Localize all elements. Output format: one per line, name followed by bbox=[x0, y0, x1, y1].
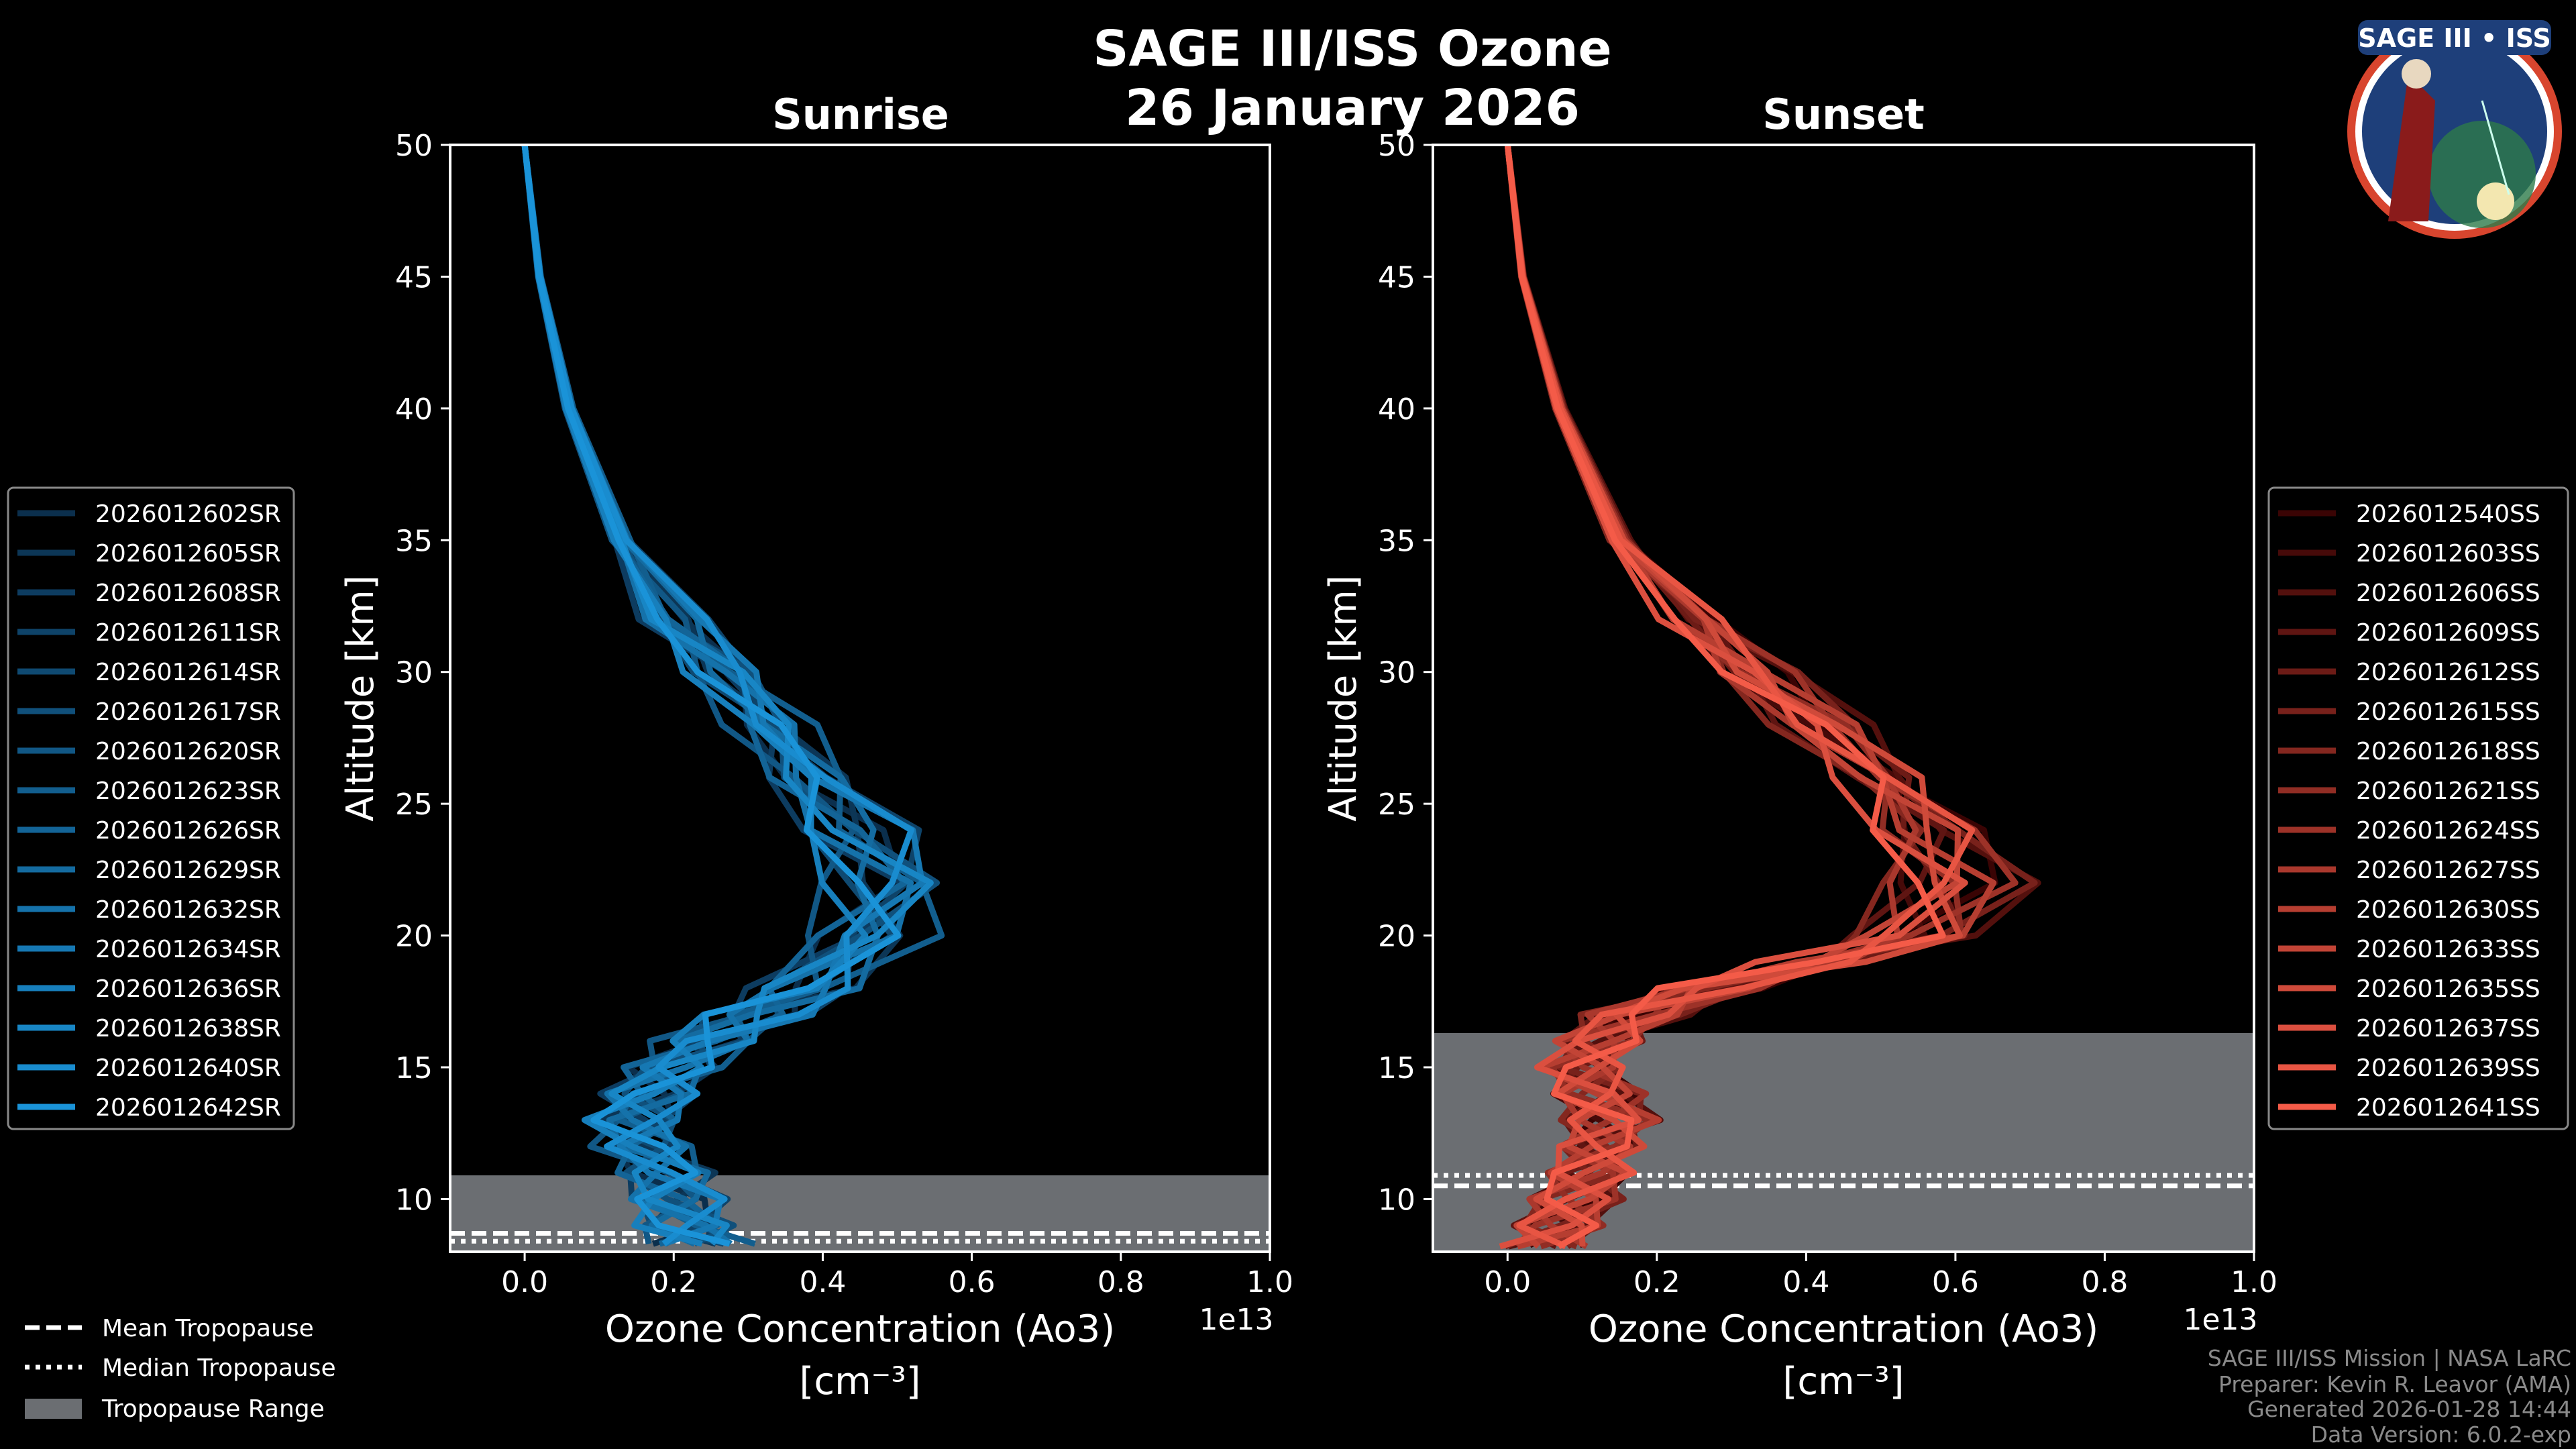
tropopause-legend: Mean Tropopause Median Tropopause Tropop… bbox=[25, 1315, 336, 1423]
legend-label: 2026012642SR bbox=[95, 1094, 281, 1122]
x-axis-unit: [cm⁻³] bbox=[799, 1360, 920, 1403]
tropopause-range-swatch bbox=[25, 1399, 82, 1419]
y-tick-label: 50 bbox=[1378, 129, 1415, 163]
footer-generated: Generated 2026-01-28 14:44 bbox=[2247, 1396, 2571, 1422]
x-tick-label: 1.0 bbox=[1246, 1265, 1293, 1299]
sage-iii-iss-logo: SAGE III • ISS bbox=[2347, 20, 2562, 239]
profile-line-2026012640SR bbox=[521, 145, 914, 1246]
y-axis-label: Altitude [km] bbox=[339, 575, 382, 821]
legend-label: 2026012633SS bbox=[2356, 936, 2540, 963]
y-tick-label: 40 bbox=[395, 392, 433, 427]
legend-label: 2026012639SS bbox=[2356, 1055, 2540, 1082]
y-tick-label: 10 bbox=[1378, 1183, 1415, 1217]
x-tick-label: 0.4 bbox=[799, 1265, 846, 1299]
legend-label: 2026012630SS bbox=[2356, 896, 2540, 924]
y-tick-label: 15 bbox=[1378, 1051, 1415, 1085]
x-axis-unit: [cm⁻³] bbox=[1782, 1360, 1904, 1403]
sunset-legend-box bbox=[2267, 486, 2569, 1130]
x-tick-label: 0.8 bbox=[1097, 1265, 1144, 1299]
legend-label: 2026012637SS bbox=[2356, 1015, 2540, 1042]
sunrise-axes-frame bbox=[449, 144, 1271, 1253]
y-tick-label: 45 bbox=[395, 260, 433, 294]
profile-line-2026012623SR bbox=[521, 145, 945, 1247]
y-tick-label: 20 bbox=[395, 920, 433, 954]
legend-label: 2026012540SS bbox=[2356, 500, 2540, 528]
legend-label: 2026012640SR bbox=[95, 1055, 281, 1082]
legend-label: 2026012603SS bbox=[2356, 540, 2540, 568]
sunset-title: Sunset bbox=[1762, 90, 1925, 139]
legend-label: 2026012612SS bbox=[2356, 659, 2540, 686]
legend-label: 2026012602SR bbox=[95, 500, 281, 528]
y-tick-label: 35 bbox=[1378, 524, 1415, 558]
legend-label: 2026012641SS bbox=[2356, 1094, 2540, 1122]
legend-label: 2026012636SR bbox=[95, 975, 281, 1003]
y-tick-label: 30 bbox=[395, 656, 433, 690]
y-tick-label: 25 bbox=[1378, 788, 1415, 822]
legend-label: 2026012632SR bbox=[95, 896, 281, 924]
x-tick-label: 1.0 bbox=[2231, 1265, 2277, 1299]
x-multiplier: 1e13 bbox=[1199, 1303, 1273, 1337]
y-tick-label: 30 bbox=[1378, 656, 1415, 690]
x-multiplier: 1e13 bbox=[2183, 1303, 2257, 1337]
footer-mission: SAGE III/ISS Mission | NASA LaRC bbox=[2208, 1345, 2571, 1371]
x-tick-label: 0.6 bbox=[1932, 1265, 1979, 1299]
legend-label: 2026012634SR bbox=[95, 936, 281, 963]
legend-label: 2026012629SR bbox=[95, 857, 281, 884]
y-tick-label: 45 bbox=[1378, 260, 1415, 294]
profile-line-2026012635SS bbox=[1504, 145, 1963, 1247]
y-tick-label: 10 bbox=[395, 1183, 433, 1217]
legend-label: 2026012617SR bbox=[95, 698, 281, 726]
median-tropopause-label: Median Tropopause bbox=[102, 1354, 336, 1382]
legend-label: 2026012627SS bbox=[2356, 857, 2540, 884]
x-tick-label: 0.6 bbox=[949, 1265, 996, 1299]
sunset-panel: 2026012540SS 2026012603SS 2026012606SS 2026… bbox=[1322, 129, 2569, 1403]
profile-line-2026012637SS bbox=[1499, 145, 1968, 1250]
x-axis-label: Ozone Concentration (Ao3) bbox=[1589, 1307, 2098, 1351]
legend-label: 2026012614SR bbox=[95, 659, 281, 686]
y-tick-label: 15 bbox=[395, 1051, 433, 1085]
legend-label: 2026012609SS bbox=[2356, 619, 2540, 647]
legend-label: 2026012606SS bbox=[2356, 580, 2540, 607]
footer-preparer: Preparer: Kevin R. Leavor (AMA) bbox=[2218, 1371, 2571, 1397]
legend-label: 2026012621SS bbox=[2356, 777, 2540, 805]
legend-label: 2026012605SR bbox=[95, 540, 281, 568]
x-tick-label: 0.0 bbox=[501, 1265, 548, 1299]
sunrise-panel: 2026012602SR 2026012605SR 2026012608SR 2026… bbox=[7, 129, 1293, 1403]
legend-label: 2026012624SS bbox=[2356, 817, 2540, 845]
x-tick-label: 0.2 bbox=[650, 1265, 697, 1299]
y-tick-label: 35 bbox=[395, 524, 433, 558]
legend-label: 2026012615SS bbox=[2356, 698, 2540, 726]
logo-text: SAGE III • ISS bbox=[2358, 23, 2551, 53]
profile-line-2026012611SR bbox=[521, 145, 922, 1247]
figure-date: 26 January 2026 bbox=[1125, 79, 1580, 137]
sunrise-legend-box bbox=[7, 486, 295, 1130]
legend-label: 2026012611SR bbox=[95, 619, 281, 647]
x-tick-label: 0.4 bbox=[1782, 1265, 1829, 1299]
tropopause-range-label: Tropopause Range bbox=[101, 1395, 325, 1423]
mean-tropopause-label: Mean Tropopause bbox=[102, 1315, 314, 1342]
legend-label: 2026012620SR bbox=[95, 738, 281, 765]
y-axis-label: Altitude [km] bbox=[1322, 575, 1365, 821]
legend-label: 2026012635SS bbox=[2356, 975, 2540, 1003]
y-tick-label: 40 bbox=[1378, 392, 1415, 427]
legend-label: 2026012638SR bbox=[95, 1015, 281, 1042]
x-axis-label: Ozone Concentration (Ao3) bbox=[605, 1307, 1115, 1351]
legend-label: 2026012608SR bbox=[95, 580, 281, 607]
sunrise-title: Sunrise bbox=[772, 90, 949, 139]
profile-line-2026012642SR bbox=[521, 145, 902, 1247]
x-tick-label: 0.8 bbox=[2081, 1265, 2128, 1299]
figure-title: SAGE III/ISS Ozone bbox=[1093, 20, 1612, 78]
profile-line-2026012641SS bbox=[1504, 145, 1946, 1250]
x-tick-label: 0.0 bbox=[1484, 1265, 1531, 1299]
legend-label: 2026012618SS bbox=[2356, 738, 2540, 765]
x-tick-label: 0.2 bbox=[1633, 1265, 1680, 1299]
y-tick-label: 50 bbox=[395, 129, 433, 163]
y-tick-label: 25 bbox=[395, 788, 433, 822]
legend-label: 2026012623SR bbox=[95, 777, 281, 805]
sunset-axes-frame bbox=[1432, 144, 2255, 1253]
footer-version: Data Version: 6.0.2-exp bbox=[2311, 1421, 2571, 1448]
legend-label: 2026012626SR bbox=[95, 817, 281, 845]
y-tick-label: 20 bbox=[1378, 920, 1415, 954]
